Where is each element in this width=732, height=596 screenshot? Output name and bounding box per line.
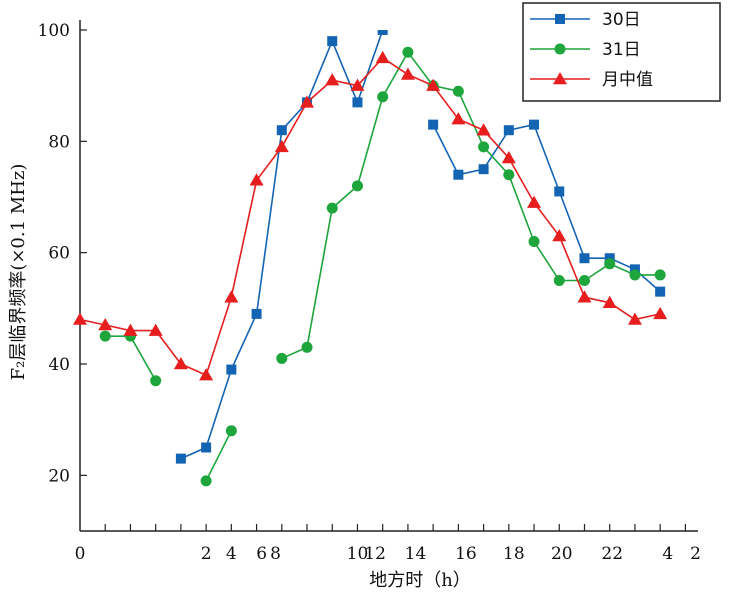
data-point (199, 368, 214, 381)
data-point (377, 91, 389, 103)
x-tick-label: 10 (347, 544, 369, 564)
data-point (503, 125, 514, 136)
data-point (201, 442, 212, 453)
y-tick-label: 60 (48, 244, 70, 264)
legend-marker (554, 43, 566, 55)
data-point (604, 258, 616, 270)
data-point (350, 78, 365, 91)
data-point (503, 169, 515, 181)
legend-label: 月中值 (602, 70, 653, 90)
y-axis-title: F₂层临界频率(×0.1 MHz) (8, 164, 29, 381)
x-tick-label: 6 (256, 544, 267, 564)
data-point (224, 290, 239, 303)
data-point (453, 169, 464, 180)
data-point (654, 269, 666, 281)
data-point (528, 236, 540, 248)
data-point (629, 269, 641, 281)
data-point (604, 253, 615, 264)
data-point (351, 180, 363, 192)
data-point (251, 308, 262, 319)
data-point (553, 275, 565, 286)
x-tick-label: 4 (662, 544, 673, 564)
series-line (79, 56, 661, 377)
data-point (377, 30, 388, 35)
y-tick-label: 20 (48, 466, 70, 486)
series-line (281, 50, 661, 360)
data-point (578, 275, 590, 286)
data-point (552, 228, 567, 242)
data-point (73, 312, 87, 325)
x-tick-label: 2 (201, 544, 212, 564)
series-2 (99, 46, 666, 487)
series-layer (73, 30, 668, 487)
data-point (527, 195, 542, 208)
axes (79, 20, 698, 532)
legend-marker (553, 72, 567, 85)
data-point (200, 475, 212, 487)
data-point (375, 50, 390, 64)
data-point (602, 295, 617, 309)
x-tick-label: 2 (690, 544, 701, 564)
series-line (432, 123, 661, 293)
x-tick-label: 16 (455, 544, 477, 564)
data-point (400, 67, 415, 80)
data-point (554, 186, 565, 197)
x-tick-label: 4 (226, 544, 237, 564)
legend-marker (555, 14, 565, 24)
x-tick-label: 14 (405, 544, 427, 564)
data-point (501, 151, 516, 164)
data-point (276, 352, 288, 364)
x-tick-label: 12 (364, 544, 386, 564)
data-point (529, 119, 540, 130)
legend-label: 31日 (602, 40, 641, 60)
x-axis-title: 地方时（h） (369, 570, 471, 591)
data-point (225, 425, 237, 437)
data-point (402, 46, 414, 58)
legend-label: 30日 (602, 10, 641, 30)
data-point (226, 364, 237, 375)
data-point (325, 73, 340, 86)
x-tick-label: 20 (551, 544, 573, 564)
data-point (148, 323, 163, 336)
data-point (301, 341, 313, 353)
y-tick-label: 40 (48, 355, 70, 375)
data-point (99, 330, 111, 342)
data-point (123, 323, 138, 336)
x-tick-label: 18 (503, 544, 525, 564)
x-tick-label: 22 (601, 544, 623, 564)
data-point (352, 97, 363, 108)
data-point (98, 318, 113, 331)
x-tick-label: 8 (270, 544, 281, 564)
y-tick-label: 100 (38, 21, 70, 41)
data-point (451, 112, 466, 125)
data-point (276, 125, 287, 136)
data-point (577, 290, 592, 303)
data-point (629, 264, 640, 275)
data-point (579, 253, 590, 264)
data-point (326, 202, 338, 214)
data-point (452, 85, 464, 97)
data-point (426, 78, 441, 91)
y-tick-label: 80 (48, 132, 70, 152)
data-point (274, 139, 289, 153)
series-line (205, 430, 233, 482)
series-3 (73, 50, 668, 381)
data-point (478, 164, 489, 175)
data-point (150, 375, 162, 387)
data-point (327, 36, 338, 47)
data-point (173, 357, 188, 370)
data-point (478, 141, 490, 153)
data-point (627, 312, 642, 325)
data-point (428, 119, 439, 130)
data-point (476, 123, 491, 136)
data-point (655, 286, 666, 297)
data-point (175, 453, 186, 464)
data-point (249, 173, 264, 186)
data-point (653, 306, 668, 320)
x-tick-label: 0 (75, 544, 86, 564)
data-point (300, 95, 315, 108)
